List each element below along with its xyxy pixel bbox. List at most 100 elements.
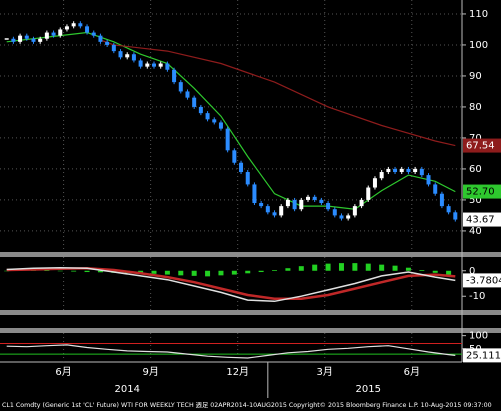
moving-average	[6, 31, 456, 210]
candle	[446, 206, 451, 213]
value-tag-label: 43.67	[466, 215, 495, 226]
candle	[379, 172, 384, 179]
value-tag-label: 67.54	[466, 141, 495, 152]
candle	[38, 38, 43, 42]
separator	[0, 310, 501, 315]
histogram-bar	[205, 270, 211, 277]
candle	[91, 32, 96, 36]
histogram-bar	[338, 263, 344, 271]
candle	[198, 106, 203, 114]
candle	[85, 26, 90, 33]
candle	[372, 178, 377, 188]
candle	[393, 168, 398, 173]
histogram-bar	[178, 270, 184, 276]
candle	[453, 212, 458, 220]
separator	[0, 328, 501, 333]
histogram-bar	[446, 270, 452, 275]
histogram-bar	[97, 270, 103, 273]
candle	[279, 206, 284, 216]
candle	[158, 63, 163, 67]
candle	[346, 215, 351, 219]
candle	[319, 199, 324, 204]
candle	[272, 212, 277, 216]
histogram-bar	[405, 267, 411, 271]
candle	[239, 162, 244, 173]
candle	[205, 113, 210, 120]
y-tick-label: -10	[469, 291, 485, 302]
value-tag-label: 25.1119	[466, 350, 501, 361]
histogram-bar	[432, 270, 438, 273]
candle	[105, 41, 110, 45]
macd-line	[6, 266, 456, 303]
y-tick-label: 80	[469, 102, 482, 113]
separator	[0, 252, 501, 257]
candle	[439, 193, 444, 207]
x-tick-label: 9月	[142, 366, 158, 378]
histogram-bar	[84, 270, 90, 273]
value-tag	[463, 273, 501, 288]
candle	[245, 172, 250, 185]
histogram-bar	[285, 268, 291, 271]
value-tag-label: 52.70	[466, 187, 495, 198]
moving-average	[100, 39, 456, 147]
candle	[326, 203, 331, 210]
candle	[185, 91, 190, 98]
candle	[212, 119, 217, 123]
histogram-bar	[151, 270, 157, 274]
candle	[31, 38, 36, 42]
candle	[118, 51, 123, 58]
y-tick-label: 100	[469, 331, 488, 342]
histogram-bar	[138, 270, 144, 274]
value-tag	[463, 184, 501, 199]
footer: CL1 Comdty (Generic 1st 'CL' Future) WTI…	[2, 400, 492, 409]
candle	[265, 206, 270, 213]
candle	[24, 35, 29, 39]
candle	[332, 209, 337, 216]
histogram-bar	[298, 266, 304, 271]
y-tick-label: 50	[469, 195, 482, 206]
histogram-bar	[245, 270, 251, 274]
y-tick-label: 100	[469, 40, 488, 51]
candle	[225, 128, 230, 151]
year-label: 2015	[356, 384, 381, 395]
y-tick-label: 110	[469, 9, 488, 20]
histogram-bar	[272, 269, 278, 271]
candle	[339, 215, 344, 219]
candle	[178, 82, 183, 92]
histogram-bar	[379, 264, 385, 271]
x-tick-label: 6月	[404, 366, 420, 378]
value-tag	[463, 138, 501, 153]
histogram-bar	[44, 270, 50, 272]
x-tick-label: 3月	[317, 366, 333, 378]
candle	[58, 29, 63, 36]
candle	[51, 32, 56, 36]
candle	[44, 32, 49, 39]
candle	[259, 203, 264, 207]
candle	[386, 168, 391, 173]
histogram-bar	[4, 270, 10, 272]
candle	[285, 199, 290, 207]
candle	[11, 38, 16, 42]
candle	[419, 168, 424, 176]
value-tag-label: -3.7804	[466, 275, 501, 286]
histogram-bar	[392, 265, 398, 271]
candle	[192, 97, 197, 107]
histogram-bar	[57, 270, 63, 272]
candle	[131, 54, 136, 61]
y-tick-label: 70	[469, 133, 482, 144]
candle	[18, 35, 23, 42]
candle	[299, 199, 304, 210]
candle	[172, 69, 177, 83]
value-tag	[463, 212, 501, 227]
candle	[138, 60, 143, 67]
candle	[292, 199, 297, 210]
candle	[111, 44, 116, 52]
year-label: 2014	[114, 384, 139, 395]
candle	[125, 54, 130, 58]
candle	[218, 122, 223, 129]
candle	[406, 168, 411, 173]
histogram-bar	[365, 263, 371, 271]
y-tick-label: 90	[469, 71, 482, 82]
